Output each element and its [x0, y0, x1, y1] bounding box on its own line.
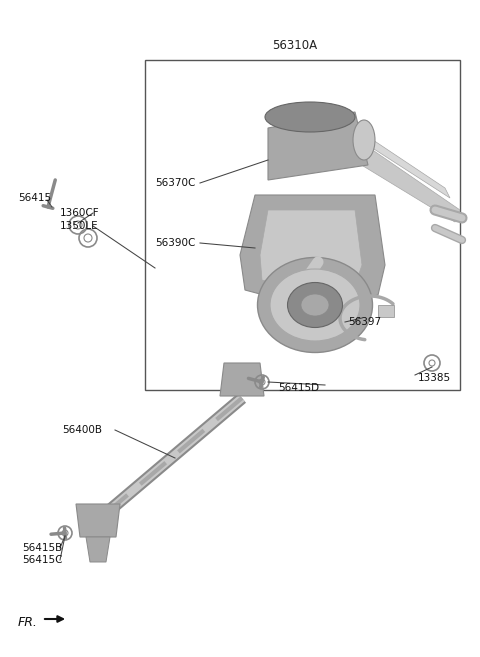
Polygon shape — [268, 112, 368, 180]
Ellipse shape — [257, 258, 372, 353]
Text: 56415: 56415 — [18, 193, 51, 203]
Text: 1360CF: 1360CF — [60, 208, 100, 218]
Text: FR.: FR. — [18, 616, 38, 629]
Text: 56400B: 56400B — [62, 425, 102, 435]
Polygon shape — [350, 140, 460, 222]
Ellipse shape — [353, 120, 375, 160]
Polygon shape — [240, 195, 385, 310]
Text: 13385: 13385 — [418, 373, 451, 383]
Polygon shape — [220, 363, 264, 396]
Text: 56390C: 56390C — [155, 238, 195, 248]
Text: 56415D: 56415D — [278, 383, 319, 393]
Polygon shape — [355, 128, 450, 198]
Polygon shape — [260, 210, 362, 295]
Polygon shape — [76, 504, 120, 537]
Text: 56397: 56397 — [348, 317, 381, 327]
Ellipse shape — [265, 102, 355, 132]
Bar — [145, 60, 460, 390]
Ellipse shape — [301, 294, 329, 316]
Text: 56415B: 56415B — [22, 543, 62, 553]
Polygon shape — [86, 537, 110, 562]
Text: 56370C: 56370C — [155, 178, 195, 188]
Text: 1350LE: 1350LE — [60, 221, 98, 231]
Text: 56415C: 56415C — [22, 555, 62, 565]
Text: 56310A: 56310A — [273, 39, 318, 52]
Ellipse shape — [288, 283, 343, 327]
Ellipse shape — [270, 269, 360, 341]
Bar — [378, 305, 394, 317]
